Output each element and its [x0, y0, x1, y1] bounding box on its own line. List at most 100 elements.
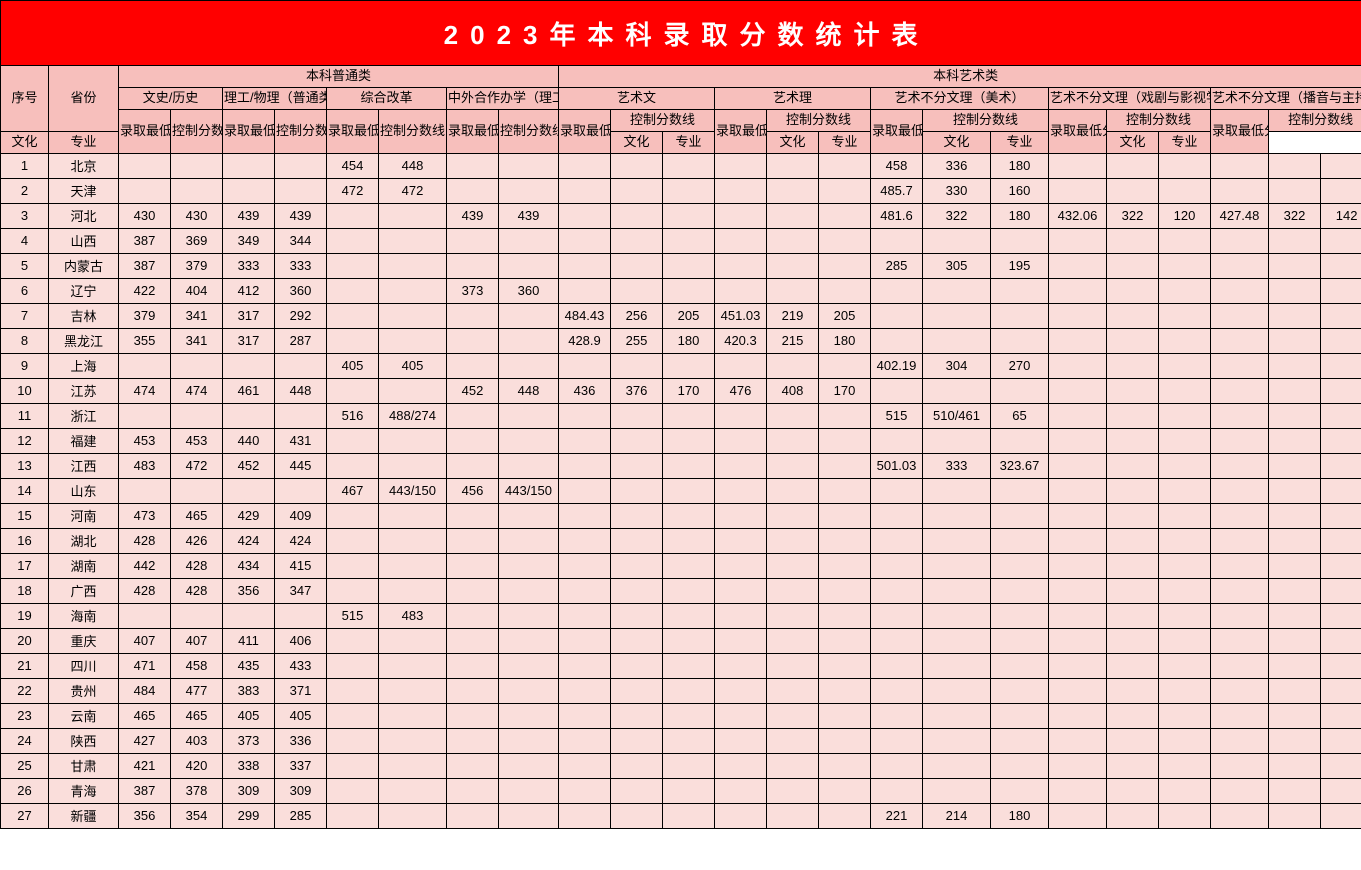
cell-value [1321, 703, 1361, 728]
cell-value [327, 778, 379, 803]
cell-value [819, 678, 871, 703]
cell-value [1049, 378, 1107, 403]
cell-value [1049, 778, 1107, 803]
cell-value [611, 478, 663, 503]
cell-value [379, 503, 447, 528]
cell-value [1321, 403, 1361, 428]
cell-value [327, 253, 379, 278]
cell-value [715, 803, 767, 828]
cell-value [1269, 678, 1321, 703]
cell-seq: 2 [1, 178, 49, 203]
cell-value [447, 428, 499, 453]
cell-value: 336 [923, 153, 991, 178]
table-row: 17湖南442428434415 [1, 553, 1361, 578]
cell-value [559, 453, 611, 478]
cell-province: 四川 [49, 653, 119, 678]
cell-value [991, 703, 1049, 728]
cell-value [559, 478, 611, 503]
cell-value: 195 [991, 253, 1049, 278]
cell-value [819, 703, 871, 728]
cell-value [819, 153, 871, 178]
cell-seq: 12 [1, 428, 49, 453]
cell-value [1321, 778, 1361, 803]
col-yishuli: 艺术理 [715, 87, 871, 109]
cell-value [767, 403, 819, 428]
cell-value [1107, 378, 1159, 403]
cell-value [611, 553, 663, 578]
cell-value: 488/274 [379, 403, 447, 428]
cell-value [871, 478, 923, 503]
cell-value [171, 153, 223, 178]
cell-value [715, 253, 767, 278]
cell-value [499, 528, 559, 553]
cell-value [871, 328, 923, 353]
cell-seq: 19 [1, 603, 49, 628]
table-row: 1北京454448458336180 [1, 153, 1361, 178]
cell-value [819, 628, 871, 653]
cell-value [559, 428, 611, 453]
cell-value [1049, 178, 1107, 203]
cell-value [1049, 553, 1107, 578]
cell-value [1269, 553, 1321, 578]
cell-value [559, 728, 611, 753]
cell-value: 180 [991, 153, 1049, 178]
cell-value [275, 178, 327, 203]
cell-value [1049, 678, 1107, 703]
cell-value [499, 678, 559, 703]
cell-value [663, 503, 715, 528]
cell-value: 322 [923, 203, 991, 228]
cell-value [327, 303, 379, 328]
cell-value: 435 [223, 653, 275, 678]
cell-value [1049, 453, 1107, 478]
cell-value [1211, 328, 1269, 353]
cell-value [1107, 503, 1159, 528]
cell-value: 322 [1107, 203, 1159, 228]
col-wenshi: 文史/历史 [119, 87, 223, 109]
cell-value [663, 478, 715, 503]
cell-value [819, 553, 871, 578]
cell-value [499, 578, 559, 603]
cell-value: 452 [447, 378, 499, 403]
cell-value [1211, 703, 1269, 728]
cell-seq: 7 [1, 303, 49, 328]
col-ligong: 理工/物理（普通类） [223, 87, 327, 109]
cell-value [1049, 278, 1107, 303]
cell-value [1211, 753, 1269, 778]
cell-value [611, 353, 663, 378]
table-row: 19海南515483 [1, 603, 1361, 628]
cell-province: 云南 [49, 703, 119, 728]
cell-value [1159, 753, 1211, 778]
col-zhuanye: 专业 [819, 131, 871, 153]
cell-value [663, 228, 715, 253]
col-kongzhi: 控制分数线 [611, 109, 715, 131]
cell-value [559, 628, 611, 653]
cell-value: 256 [611, 303, 663, 328]
cell-value: 477 [171, 678, 223, 703]
cell-value [499, 403, 559, 428]
cell-value [327, 228, 379, 253]
cell-value [1107, 328, 1159, 353]
cell-value: 402.19 [871, 353, 923, 378]
cell-value: 383 [223, 678, 275, 703]
cell-seq: 15 [1, 503, 49, 528]
cell-value: 428 [119, 528, 171, 553]
cell-value [1211, 578, 1269, 603]
col-luqu: 录取最低分 [715, 109, 767, 153]
cell-value [379, 728, 447, 753]
cell-value [871, 303, 923, 328]
cell-value [871, 628, 923, 653]
cell-seq: 21 [1, 653, 49, 678]
cell-value [1107, 803, 1159, 828]
cell-value: 456 [447, 478, 499, 503]
cell-value [663, 728, 715, 753]
cell-value: 433 [275, 653, 327, 678]
cell-value [991, 528, 1049, 553]
cell-value [663, 603, 715, 628]
cell-value [327, 453, 379, 478]
cell-value [379, 578, 447, 603]
cell-value [327, 278, 379, 303]
cell-value [327, 328, 379, 353]
cell-province: 浙江 [49, 403, 119, 428]
cell-value [663, 528, 715, 553]
cell-value [819, 403, 871, 428]
